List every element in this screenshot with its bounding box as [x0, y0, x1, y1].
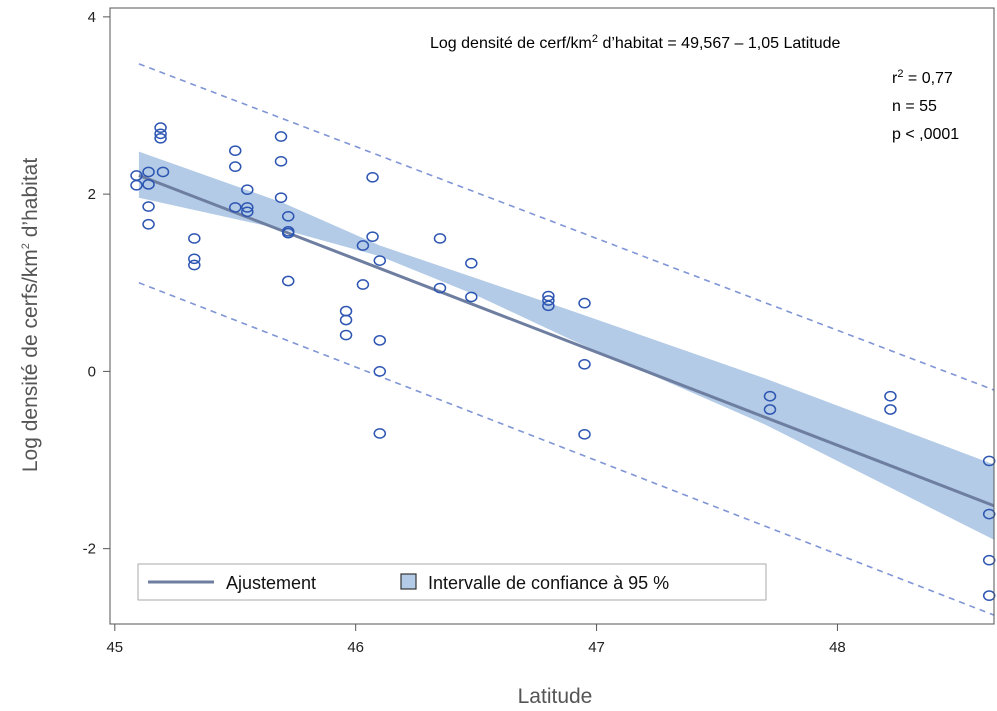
- data-point: [373, 335, 387, 346]
- data-point: [188, 233, 201, 244]
- data-point: [884, 404, 897, 415]
- data-point: [241, 184, 254, 196]
- data-point: [229, 161, 242, 173]
- y-tick-label: 0: [88, 363, 96, 380]
- data-point: [188, 253, 201, 265]
- data-point: [578, 297, 591, 309]
- regression-annotation: Log densité de cerf/km2 d’habitat = 49,5…: [430, 33, 959, 143]
- data-point: [188, 259, 201, 271]
- plot-frame: [109, 7, 995, 625]
- prediction-limit-lower: [138, 282, 995, 616]
- data-point: [373, 428, 387, 439]
- data-point: [339, 314, 353, 326]
- data-point: [142, 201, 155, 212]
- data-point: [982, 590, 996, 601]
- legend-fit-label: Ajustement: [226, 573, 316, 593]
- x-tick-label: 45: [106, 639, 123, 656]
- legend-ci-label: Intervalle de confiance à 95 %: [428, 573, 669, 593]
- data-point: [366, 171, 379, 183]
- sample-size: n = 55: [892, 98, 937, 115]
- data-point: [130, 179, 143, 191]
- data-point: [154, 128, 167, 140]
- data-point: [339, 329, 353, 341]
- legend-box: [137, 563, 767, 601]
- data-point: [373, 255, 387, 266]
- data-point: [154, 122, 167, 134]
- data-point: [578, 358, 591, 370]
- data-point: [763, 404, 777, 415]
- data-point: [884, 390, 897, 402]
- data-point: [373, 366, 387, 377]
- data-point: [366, 231, 379, 243]
- data-point: [156, 166, 170, 178]
- fit-line: [138, 173, 995, 508]
- data-point: [142, 179, 155, 190]
- data-point: [142, 218, 155, 230]
- confidence-band-layer: [138, 151, 994, 540]
- data-point: [982, 554, 996, 566]
- p-value: p < ,0001: [892, 126, 959, 143]
- legend: Ajustement Intervalle de confiance à 95 …: [137, 563, 767, 601]
- legend-ci-swatch: [400, 573, 417, 590]
- y-tick-label: 2: [88, 186, 96, 203]
- data-point: [763, 390, 777, 402]
- data-point: [542, 295, 555, 306]
- data-point: [241, 206, 254, 218]
- confidence-band: [138, 151, 994, 540]
- data-point: [241, 202, 254, 213]
- x-tick-label: 47: [588, 639, 605, 656]
- data-point: [465, 291, 478, 303]
- prediction-limit-upper: [138, 63, 995, 391]
- x-tick-label: 46: [347, 639, 364, 656]
- data-point: [229, 145, 242, 157]
- data-point: [274, 192, 288, 204]
- data-point: [274, 155, 288, 167]
- data-point: [274, 131, 288, 142]
- prediction-limit-layer: [138, 63, 995, 616]
- y-tick-label: -2: [83, 541, 96, 558]
- data-point: [465, 257, 478, 269]
- data-point: [229, 202, 242, 213]
- data-point: [433, 282, 447, 294]
- x-axis: 45 46 47 48: [106, 624, 846, 656]
- y-axis: -2 0 2 4: [83, 9, 110, 558]
- data-point: [281, 275, 295, 287]
- data-point: [542, 300, 555, 312]
- data-point: [281, 227, 295, 239]
- data-point: [982, 508, 996, 520]
- data-point: [356, 279, 370, 290]
- x-axis-title: Latitude: [518, 685, 593, 708]
- y-tick-label: 4: [88, 9, 96, 26]
- data-points: [130, 122, 996, 601]
- data-point: [578, 428, 591, 440]
- data-point: [154, 132, 167, 144]
- y-axis-title: Log densité de cerfs/km2 d’habitat: [19, 158, 42, 472]
- r-squared: r2 = 0,77: [892, 68, 953, 87]
- data-point: [356, 240, 370, 251]
- data-point: [982, 455, 996, 467]
- data-point: [339, 305, 353, 317]
- regression-equation: Log densité de cerf/km2 d’habitat = 49,5…: [430, 33, 841, 52]
- data-point: [281, 210, 295, 222]
- x-tick-label: 48: [829, 639, 846, 656]
- data-point: [433, 233, 447, 244]
- data-point: [142, 166, 155, 178]
